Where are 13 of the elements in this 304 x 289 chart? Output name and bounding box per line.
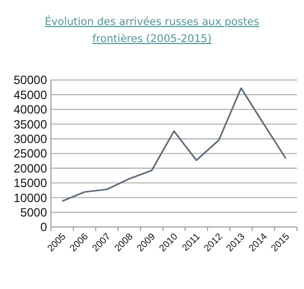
y-tick-label: 0	[40, 220, 48, 234]
y-tick-label: 10000	[14, 190, 48, 205]
y-tick-label: 50000	[14, 73, 48, 88]
y-tick-label: 20000	[14, 161, 48, 176]
y-tick-label: 40000	[14, 102, 48, 117]
y-tick-label: 25000	[14, 146, 48, 161]
y-tick-label: 45000	[14, 88, 48, 102]
y-tick-label: 5000	[20, 206, 48, 220]
y-tick-label: 15000	[14, 176, 48, 190]
line-series	[61, 87, 287, 202]
y-tick-label: 35000	[14, 117, 48, 132]
y-tick-label: 30000	[14, 132, 48, 146]
chart-title: Évolution des arrivées russes aux postes frontières (2005-2015)	[44, 15, 260, 45]
